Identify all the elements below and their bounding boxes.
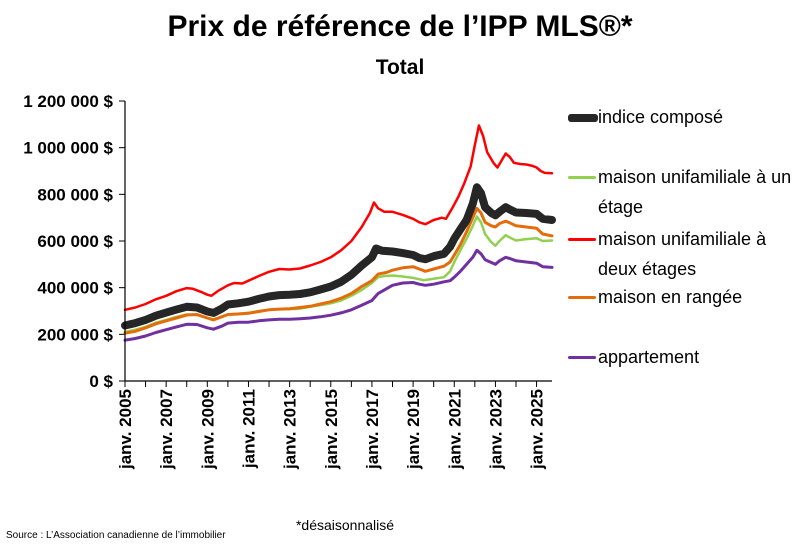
- x-tick-label: janv. 2021: [445, 389, 464, 470]
- x-tick-label: janv. 2017: [363, 389, 382, 470]
- source-text: Source : L’Association canadienne de l’i…: [6, 530, 226, 541]
- y-tick-label: 0 $: [89, 372, 113, 391]
- legend-label-apartment: appartement: [598, 347, 700, 367]
- legend-swatch-one-storey: [568, 176, 596, 179]
- y-tick-label: 600 000 $: [37, 232, 113, 251]
- x-tick-label: janv. 2007: [157, 389, 176, 470]
- x-tick-label: janv. 2015: [322, 389, 341, 470]
- legend-label-one-storey: maison unifamiliale à un étage: [598, 167, 792, 217]
- x-tick-label: janv. 2019: [404, 389, 423, 470]
- chart-title: Prix de référence de l’IPP MLS®*: [167, 10, 633, 43]
- x-tick-label: janv. 2009: [198, 389, 217, 470]
- chart-subtitle: Total: [375, 56, 425, 79]
- x-tick-label: janv. 2023: [486, 389, 505, 470]
- y-tick-label: 400 000 $: [37, 279, 113, 298]
- legend-swatch-apartment: [568, 356, 596, 359]
- y-tick-label: 800 000 $: [37, 185, 113, 204]
- x-tick-label: janv. 2011: [239, 389, 258, 469]
- legend-label-two-storey: maison unifamiliale à deux étages: [598, 229, 767, 279]
- y-tick-label: 200 000 $: [37, 325, 113, 344]
- x-tick-label: janv. 2013: [281, 389, 300, 470]
- series-layer: [121, 124, 556, 342]
- legend-swatch-composite: [568, 114, 598, 122]
- legend-swatch-two-storey: [568, 238, 596, 241]
- legend-label-composite: indice composé: [598, 107, 724, 127]
- series-line-indice-compos-: [121, 183, 556, 330]
- series-line-maison-en-rang-e: [123, 206, 554, 335]
- series-line-appartement: [123, 248, 554, 342]
- y-tick-label: 1 200 000 $: [23, 92, 113, 111]
- y-tick-label: 1 000 000 $: [23, 139, 113, 158]
- x-axis-ticks: janv. 2005 janv. 2007 janv. 2009 janv. 2011…: [116, 381, 547, 470]
- y-axis-ticks: 0 $ 200 000 $ 400 000 $ 600 000 $ 800 000 $ 1…: [23, 92, 125, 391]
- legend-swatch-townhouse: [568, 296, 596, 299]
- series-line-maison-unifamiliale-deux-tages: [123, 124, 554, 312]
- legend-label-townhouse: maison en rangée: [598, 287, 743, 307]
- x-tick-label: janv. 2025: [528, 389, 547, 470]
- footnote: *désaisonnalisé: [295, 517, 395, 533]
- x-tick-label: janv. 2005: [116, 389, 135, 470]
